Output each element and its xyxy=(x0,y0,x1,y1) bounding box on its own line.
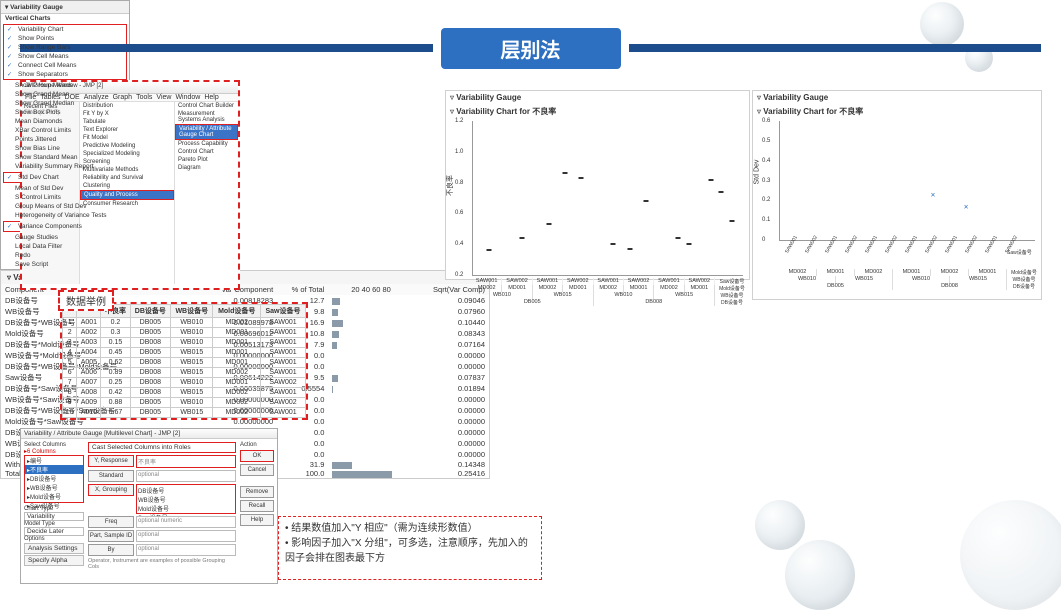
menu-option[interactable]: Show Bias Line xyxy=(1,144,129,153)
column-item[interactable]: ▸DB设备号 xyxy=(25,474,83,483)
specify-alpha-button[interactable]: Specify Alpha xyxy=(24,555,84,566)
remove-button[interactable]: Remove xyxy=(240,486,274,498)
menu-option[interactable]: Show Group Means xyxy=(1,81,129,90)
menu-option[interactable]: Std Dev Chart xyxy=(4,173,126,182)
table-row: 1A0010.2DB005WB010MD002SAW001 xyxy=(63,318,306,328)
y-response-button[interactable]: Y, Response xyxy=(88,455,134,467)
variability-gauge-menu[interactable]: ▾ Variability Gauge Vertical Charts Vari… xyxy=(0,0,130,270)
menu-option[interactable]: Show Points xyxy=(4,34,126,43)
table-row: 6A0060.89DB008WB015MD002SAW001 xyxy=(63,368,306,378)
columns-list[interactable]: ▸编号▸不良率▸DB设备号▸WB设备号▸Mold设备号▸Saw设备号 xyxy=(24,455,84,503)
menu-option[interactable]: Heterogeneity of Variance Tests xyxy=(1,211,129,220)
by-button[interactable]: By xyxy=(88,544,134,556)
column-item[interactable]: ▸WB设备号 xyxy=(25,483,83,492)
freq-button[interactable]: Freq xyxy=(88,516,134,528)
menu-item[interactable]: Tools xyxy=(136,94,152,101)
example-data-table: 数据举例 不良率DB设备号WB设备号Mold设备号Saw设备号1A0010.2D… xyxy=(60,302,308,420)
model-type-select[interactable]: Decide Later xyxy=(24,527,84,536)
menu-option[interactable]: Connect Cell Means xyxy=(4,61,126,70)
menu-option[interactable]: Show Standard Mean xyxy=(1,153,129,162)
decor-bubble xyxy=(755,500,805,550)
menu-option[interactable]: S Control Limits xyxy=(1,193,129,202)
chart-type-select[interactable]: Variability xyxy=(24,512,84,521)
menu-option[interactable]: Show Grand Median xyxy=(1,99,129,108)
column-item[interactable]: ▸编号 xyxy=(25,456,83,465)
table-row: 9A0090.88DB005WB010MD002SAW002 xyxy=(63,398,306,408)
table-row: 7A0070.25DB008WB010MD001SAW002 xyxy=(63,378,306,388)
menu-option[interactable]: Redo xyxy=(1,251,129,260)
decor-bubble xyxy=(785,540,855,610)
menu-item[interactable]: View xyxy=(156,94,171,101)
menu-item[interactable]: Window xyxy=(175,94,200,101)
menu-option[interactable]: Variability Chart xyxy=(4,25,126,34)
table-row: 4A0040.45DB005WB015MD001SAW001 xyxy=(63,348,306,358)
slide-title-bar: 层别法 xyxy=(20,30,1041,66)
menu-option[interactable]: XBar Control Limits xyxy=(1,126,129,135)
part-button[interactable]: Part, Sample ID xyxy=(88,530,134,542)
recall-button[interactable]: Recall xyxy=(240,500,274,512)
menu-option[interactable]: Local Data Filter xyxy=(1,242,129,251)
table-row: 5A0050.62DB008WB015MD001SAW001 xyxy=(63,358,306,368)
menu-option[interactable]: Show Grand Mean xyxy=(1,90,129,99)
submenu-item[interactable]: Pareto Plot xyxy=(175,156,238,164)
submenu-item[interactable]: Control Chart xyxy=(175,148,238,156)
table-row: 2A0020.3DB005WB010MD001SAW001 xyxy=(63,328,306,338)
menu-option[interactable]: Group Means of Std Dev xyxy=(1,202,129,211)
menu-option[interactable]: Variability Summary Report xyxy=(1,162,129,171)
cancel-button[interactable]: Cancel xyxy=(240,464,274,476)
analyze-submenu[interactable]: Control Chart BuilderMeasurement Systems… xyxy=(175,102,238,284)
gauge-dialog: Variability / Attribute Gauge [Multileve… xyxy=(20,428,278,584)
menu-option[interactable]: Show Box Plots xyxy=(1,108,129,117)
analysis-settings-button[interactable]: Analysis Settings xyxy=(24,543,84,554)
menu-option[interactable]: Show Range Bars xyxy=(4,43,126,52)
slide-title: 层别法 xyxy=(441,28,621,69)
submenu-item[interactable]: Measurement Systems Analysis xyxy=(175,110,238,124)
table-row: 3A0030.15DB008WB010MD001SAW001 xyxy=(63,338,306,348)
ok-button[interactable]: OK xyxy=(240,450,274,462)
menu-option[interactable]: Gauge Studies xyxy=(1,233,129,242)
menu-option[interactable]: Save Script xyxy=(1,260,129,269)
menu-option[interactable]: Mean Diamonds xyxy=(1,117,129,126)
decor-bubble xyxy=(960,500,1061,610)
table-row: 10A0100.67DB005WB015MD002SAW001 xyxy=(63,408,306,418)
menu-item[interactable]: Help xyxy=(204,94,218,101)
menu-option[interactable]: Mean of Std Dev xyxy=(1,184,129,193)
standard-button[interactable]: Standard xyxy=(88,470,134,482)
variability-chart-2: ▿ Variability Gauge ▿ Variability Chart … xyxy=(752,90,1042,300)
menu-option[interactable]: Variance Components xyxy=(4,222,126,231)
column-item[interactable]: ▸不良率 xyxy=(25,465,83,474)
column-item[interactable]: ▸Mold设备号 xyxy=(25,492,83,501)
variability-chart-1: ▿ Variability Gauge ▿ Variability Chart … xyxy=(445,90,750,280)
menu-option[interactable]: Show Separators xyxy=(4,70,126,79)
submenu-item[interactable]: Process Capability xyxy=(175,140,238,148)
submenu-item[interactable]: Control Chart Builder xyxy=(175,102,238,110)
menu-option[interactable]: Show Cell Means xyxy=(4,52,126,61)
submenu-item[interactable]: Diagram xyxy=(175,164,238,172)
menu-option[interactable]: Points Jittered xyxy=(1,135,129,144)
annotation-box: 结果数值加入"Y 相应"（需为连续形数值） 影响因子加入"X 分组"，可多选，注… xyxy=(278,516,542,580)
submenu-item[interactable]: Variability / Attribute Gauge Chart xyxy=(175,124,238,140)
table-row: 8A0080.42DB008WB015MD002SAW001 xyxy=(63,388,306,398)
x-grouping-button[interactable]: X, Grouping xyxy=(88,484,134,496)
help-button[interactable]: Help xyxy=(240,514,274,526)
dialog-title: Variability / Attribute Gauge [Multileve… xyxy=(21,429,277,439)
